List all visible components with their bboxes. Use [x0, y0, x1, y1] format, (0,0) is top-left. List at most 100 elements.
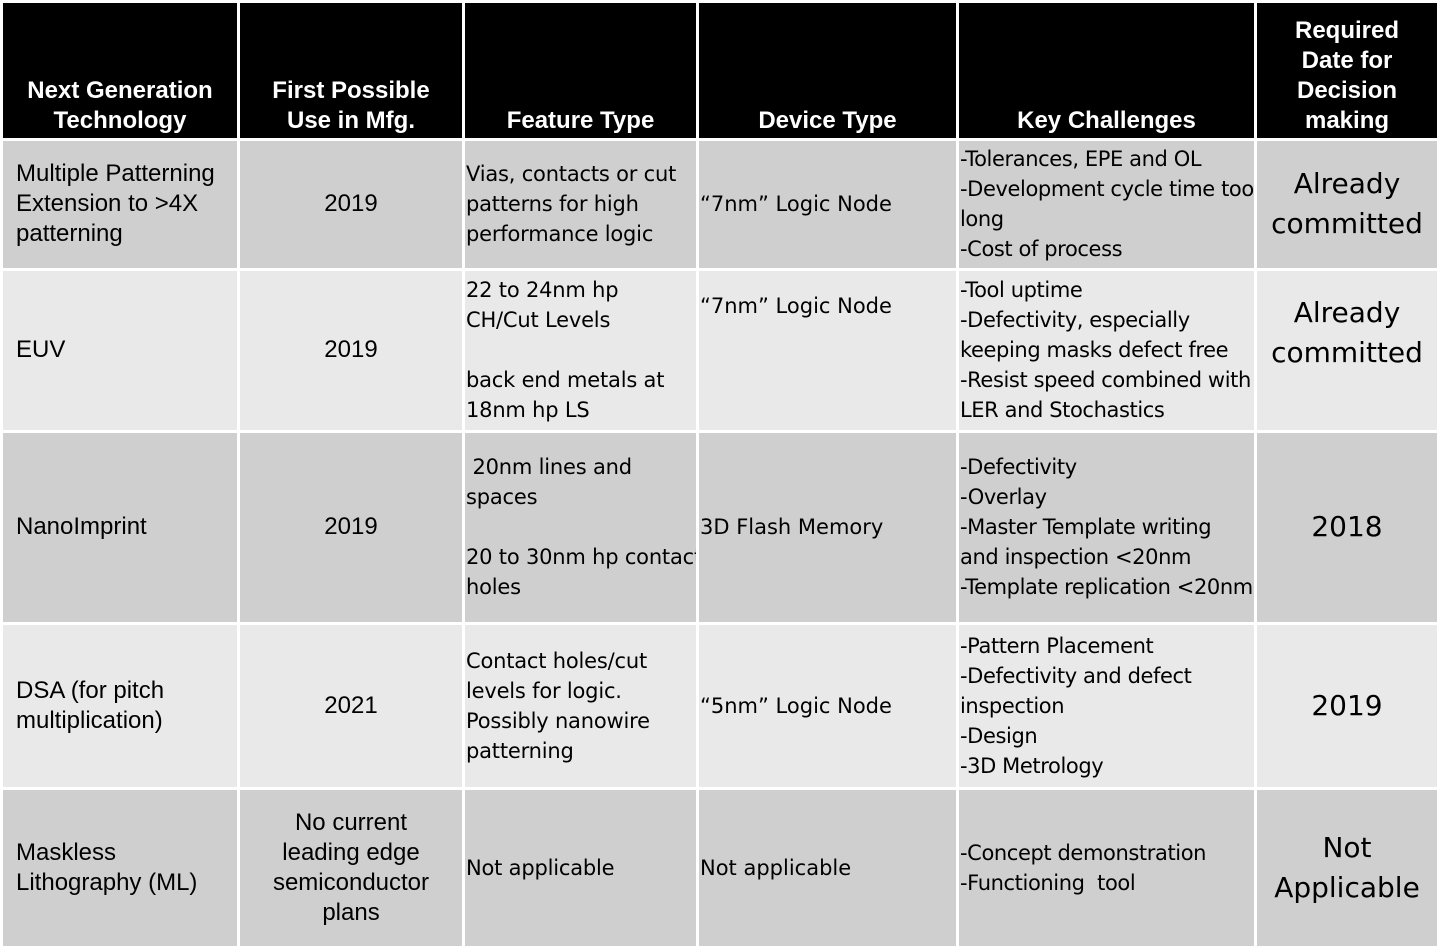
first-use-line: semiconductor — [272, 869, 430, 896]
cell-decision-date: Not Applicable — [1257, 790, 1437, 946]
header-first-use-line: First Possible — [272, 77, 430, 104]
header-decision-date: Required Date for Decision making — [1257, 3, 1437, 138]
challenge-line: -Master Template writing — [960, 515, 1212, 540]
decision-date-line: Not — [1322, 831, 1372, 864]
challenge-line: LER and Stochastics — [960, 398, 1165, 423]
first-use-line: 2021 — [324, 691, 378, 719]
challenge-line: -Functioning tool — [960, 871, 1136, 895]
cell-key-challenges: -Defectivity -Overlay -Master Template w… — [959, 432, 1254, 622]
cell-first-use: 2019 — [240, 141, 462, 268]
first-use-line: plans — [322, 899, 380, 926]
first-use-line: No current — [294, 809, 408, 836]
challenge-line: long — [960, 207, 1004, 232]
decision-date-line: Already — [1293, 295, 1401, 329]
technology-line: Extension to >4X — [16, 190, 199, 218]
challenge-line: -Template replication <20nm — [960, 575, 1253, 600]
table-row: EUV 2019 22 to 24nm hp CH/Cut Levels bac… — [3, 270, 1437, 430]
header-row: Next Generation Technology First Possibl… — [3, 3, 1437, 138]
challenge-line: -Defectivity and defect — [960, 663, 1192, 688]
cell-technology: EUV — [3, 270, 237, 430]
header-technology: Next Generation Technology — [3, 3, 237, 138]
cell-decision-date: Already committed — [1257, 141, 1437, 268]
technology-line: Multiple Patterning — [16, 160, 215, 188]
challenge-line: keeping masks defect free — [960, 338, 1229, 363]
feature-type-line: patterning — [466, 738, 574, 763]
challenge-line: -Cost of process — [960, 237, 1123, 262]
feature-type-line: holes — [466, 575, 521, 600]
decision-date-line: committed — [1271, 207, 1423, 241]
cell-device-type: “7nm” Logic Node — [699, 141, 956, 268]
cell-device-type: “7nm” Logic Node — [699, 270, 956, 430]
feature-type-line: Contact holes/cut — [466, 648, 647, 673]
header-technology-line: Technology — [53, 107, 187, 134]
cell-feature-type: Vias, contacts or cut patterns for high … — [465, 141, 696, 268]
technology-line: Lithography (ML) — [16, 869, 198, 896]
header-key-challenges-label: Key Challenges — [1017, 107, 1196, 134]
decision-date-line: Applicable — [1274, 871, 1420, 904]
technology-line: multiplication) — [16, 706, 163, 734]
feature-type-spacer — [466, 512, 696, 542]
header-decision-date-line: Date for — [1301, 47, 1393, 74]
header-device-type-label: Device Type — [758, 107, 897, 134]
feature-type-line: 18nm hp LS — [466, 398, 590, 423]
cell-feature-type: 20nm lines and spaces 20 to 30nm hp cont… — [465, 432, 696, 622]
header-device-type: Device Type — [699, 3, 956, 138]
challenge-line: -Overlay — [960, 485, 1047, 510]
challenge-line: -Defectivity — [960, 455, 1077, 480]
header-technology-line: Next Generation — [27, 77, 213, 104]
cell-first-use: 2021 — [240, 624, 462, 787]
feature-type-line: Vias, contacts or cut — [466, 162, 677, 187]
challenge-line: -Tool uptime — [960, 278, 1083, 303]
cell-device-type: Not applicable — [699, 790, 956, 946]
feature-type-line: levels for logic. — [466, 678, 622, 703]
cell-feature-type: 22 to 24nm hp CH/Cut Levels back end met… — [465, 270, 696, 430]
challenge-line: -Design — [960, 723, 1038, 748]
cell-key-challenges: -Concept demonstration -Functioning tool — [959, 790, 1254, 946]
first-use-line: 2019 — [324, 190, 378, 218]
cell-first-use: No current leading edge semiconductor pl… — [240, 790, 462, 946]
technology-line: DSA (for pitch — [16, 676, 165, 704]
feature-type-line: Not applicable — [466, 856, 615, 880]
challenge-line: -Pattern Placement — [960, 633, 1154, 658]
feature-type-spacer — [466, 335, 696, 365]
technology-line: Maskless — [16, 839, 117, 866]
challenge-line: -Concept demonstration — [960, 841, 1207, 865]
header-decision-date-line: Required — [1294, 17, 1399, 44]
cell-device-type: 3D Flash Memory — [699, 432, 956, 622]
table-row: DSA (for pitch multiplication) 2021 Cont… — [3, 624, 1437, 787]
cell-decision-date: 2018 — [1257, 432, 1437, 622]
cell-technology: DSA (for pitch multiplication) — [3, 624, 237, 787]
technology-line: EUV — [16, 336, 66, 364]
decision-date-line: 2018 — [1311, 510, 1383, 544]
challenge-line: and inspection <20nm — [960, 545, 1192, 570]
header-key-challenges: Key Challenges — [959, 3, 1254, 138]
cell-first-use: 2019 — [240, 270, 462, 430]
header-first-use: First Possible Use in Mfg. — [240, 3, 462, 138]
first-use-line: 2019 — [324, 336, 378, 364]
table-row: Multiple Patterning Extension to >4X pat… — [3, 141, 1437, 268]
decision-date-line: 2019 — [1311, 688, 1383, 722]
feature-type-line: 20 to 30nm hp contact — [466, 545, 696, 570]
decision-date-line: committed — [1271, 335, 1423, 369]
header-decision-date-line: Decision — [1296, 77, 1398, 104]
feature-type-line: 22 to 24nm hp — [466, 278, 619, 303]
technology-line: patterning — [16, 220, 123, 248]
challenge-line: -Tolerances, EPE and OL — [960, 147, 1202, 172]
table-row: Maskless Lithography (ML) No current lea… — [3, 790, 1437, 946]
decision-date-line: Already — [1293, 167, 1401, 201]
cell-key-challenges: -Pattern Placement -Defectivity and defe… — [959, 624, 1254, 787]
challenge-line: -Defectivity, especially — [960, 308, 1190, 333]
header-first-use-line: Use in Mfg. — [286, 107, 415, 134]
feature-type-line: 20nm lines and — [466, 455, 632, 480]
cell-decision-date: Already committed — [1257, 270, 1437, 430]
cell-key-challenges: -Tolerances, EPE and OL -Development cyc… — [959, 141, 1254, 268]
feature-type-line: performance logic — [466, 222, 654, 247]
cell-feature-type: Not applicable — [465, 790, 696, 946]
first-use-line: 2019 — [324, 513, 378, 541]
header-feature-type: Feature Type — [465, 3, 696, 138]
feature-type-line: spaces — [466, 485, 538, 510]
first-use-line: leading edge — [282, 839, 420, 866]
feature-type-line: Possibly nanowire — [466, 708, 650, 733]
cell-technology: Maskless Lithography (ML) — [3, 790, 237, 946]
